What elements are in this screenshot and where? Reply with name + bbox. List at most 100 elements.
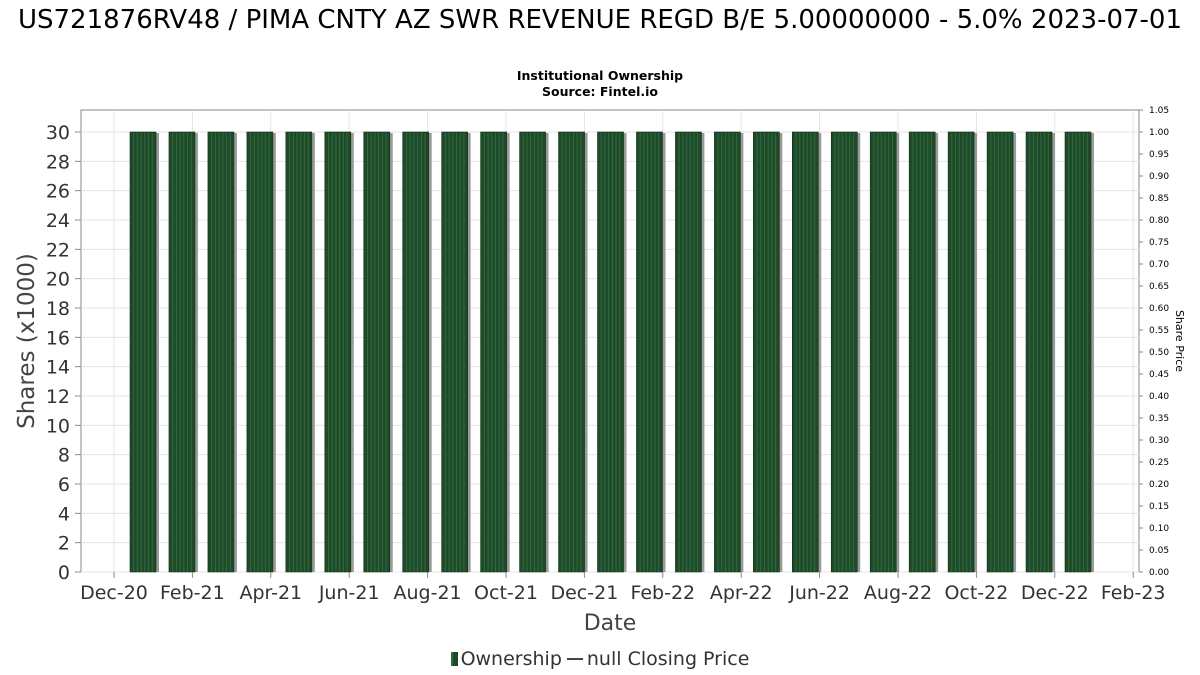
ownership-bar: [402, 131, 432, 573]
y-tick-label: 8: [58, 445, 70, 467]
y2-tick-label: 0.35: [1149, 414, 1169, 424]
y-tick-label: 4: [58, 503, 70, 525]
x-tick-label: Apr-21: [239, 582, 302, 604]
bar-body: [1064, 131, 1092, 573]
y2-tick-label: 0.40: [1149, 392, 1169, 402]
legend-ownership-swatch: [450, 652, 458, 666]
ownership-bar: [830, 131, 861, 573]
bar-body: [869, 131, 897, 573]
y2-tick-label: 0.70: [1149, 260, 1169, 270]
y2-tick-label: 0.30: [1149, 436, 1169, 446]
bar-body: [830, 131, 858, 573]
ownership-bar: [791, 131, 822, 573]
y2-tick-label: 0.15: [1149, 502, 1169, 512]
ownership-bar: [714, 131, 744, 573]
y-tick-label: 22: [46, 239, 70, 261]
ownership-bar: [129, 131, 159, 573]
bar-body: [558, 131, 585, 573]
ownership-bar: [908, 131, 939, 573]
bar-body: [791, 131, 819, 573]
ownership-bar: [636, 131, 666, 573]
bar-body: [908, 131, 936, 573]
y-tick-label: 14: [46, 357, 70, 379]
y2-tick-label: 0.20: [1149, 480, 1169, 490]
y2-tick-label: 0.55: [1149, 326, 1169, 336]
x-tick-label: Apr-22: [710, 582, 773, 604]
x-tick-label: Feb-23: [1101, 582, 1166, 604]
subtitle-line-ownership: Institutional Ownership: [516, 68, 684, 83]
y2-tick-label: 1.00: [1149, 128, 1169, 138]
x-tick-label: Aug-22: [864, 582, 932, 604]
ownership-bar: [986, 131, 1017, 573]
ownership-bar: [1064, 131, 1094, 573]
y-tick-label: 6: [58, 474, 70, 496]
y2-tick-label: 0.90: [1149, 172, 1169, 182]
ownership-bar: [168, 131, 198, 573]
bar-body: [986, 131, 1014, 573]
chart-title: US721876RV48 / PIMA CNTY AZ SWR REVENUE …: [17, 5, 1183, 35]
x-axis-label: Date: [584, 611, 637, 636]
subtitle-line-source: Source: Fintel.io: [542, 84, 658, 99]
ownership-bar: [1025, 131, 1056, 573]
x-tick-label: Feb-22: [630, 582, 695, 604]
ownership-bar: [753, 131, 783, 573]
bar-body: [402, 131, 430, 573]
bar-body: [636, 131, 663, 573]
y-tick-label: 18: [46, 298, 70, 320]
x-tick-label: Oct-21: [474, 582, 538, 604]
y-tick-label: 2: [58, 533, 70, 555]
y2-tick-label: 0.00: [1149, 568, 1169, 578]
ownership-bar: [441, 131, 471, 573]
y2-tick-label: 0.25: [1149, 458, 1169, 468]
ownership-bar: [519, 131, 549, 573]
bar-body: [597, 131, 624, 573]
legend-price-label: null Closing Price: [586, 648, 750, 670]
bar-body: [1025, 131, 1053, 573]
y2-tick-label: 0.10: [1149, 524, 1169, 534]
bar-body: [441, 131, 468, 573]
y-tick-label: 30: [46, 122, 70, 144]
y-tick-label: 20: [46, 269, 70, 291]
y-axis-label: Shares (x1000): [14, 253, 40, 429]
bar-body: [363, 131, 391, 573]
ownership-bar: [207, 131, 237, 573]
y2-axis-ticks: 0.00 0.05 0.10 0.15 0.20 0.25 0.30 0.35 0.40 0.45…: [1139, 106, 1169, 578]
bar-body: [947, 131, 975, 573]
ownership-bar: [947, 131, 978, 573]
y-tick-label: 16: [46, 327, 70, 349]
x-tick-label: Jun-22: [788, 582, 850, 604]
y-tick-label: 28: [46, 151, 70, 173]
chart-subtitle: Institutional Ownership Source: Fintel.i…: [0, 68, 1200, 100]
ownership-bar: [869, 131, 900, 573]
bar-body: [285, 131, 313, 573]
ownership-bar: [675, 131, 705, 573]
y2-tick-label: 0.60: [1149, 304, 1169, 314]
x-tick-label: Aug-21: [394, 582, 462, 604]
bar-body: [207, 131, 235, 573]
bar-body: [480, 131, 507, 573]
y-tick-label: 12: [46, 386, 70, 408]
x-tick-label: Oct-22: [944, 582, 1008, 604]
y2-tick-label: 0.45: [1149, 370, 1169, 380]
ownership-bar: [324, 131, 354, 573]
legend-price-line: [566, 658, 583, 660]
x-tick-label: Dec-22: [1021, 582, 1089, 604]
x-tick-label: Dec-20: [80, 582, 148, 604]
y2-tick-label: 0.85: [1149, 194, 1169, 204]
bar-body: [324, 131, 352, 573]
y-tick-label: 10: [46, 415, 70, 437]
ownership-bar: [597, 131, 627, 573]
x-tick-label: Jun-21: [318, 582, 380, 604]
bar-body: [129, 131, 157, 573]
bars: [129, 131, 1094, 573]
bar-body: [753, 131, 780, 573]
ownership-bar: [246, 131, 276, 573]
y2-tick-label: 0.75: [1149, 238, 1169, 248]
ownership-bar: [285, 131, 315, 573]
ownership-bar: [480, 131, 510, 573]
legend: Ownership null Closing Price: [0, 648, 1200, 670]
y2-axis-label: Share Price: [1173, 310, 1186, 372]
y-tick-label: 26: [46, 181, 70, 203]
